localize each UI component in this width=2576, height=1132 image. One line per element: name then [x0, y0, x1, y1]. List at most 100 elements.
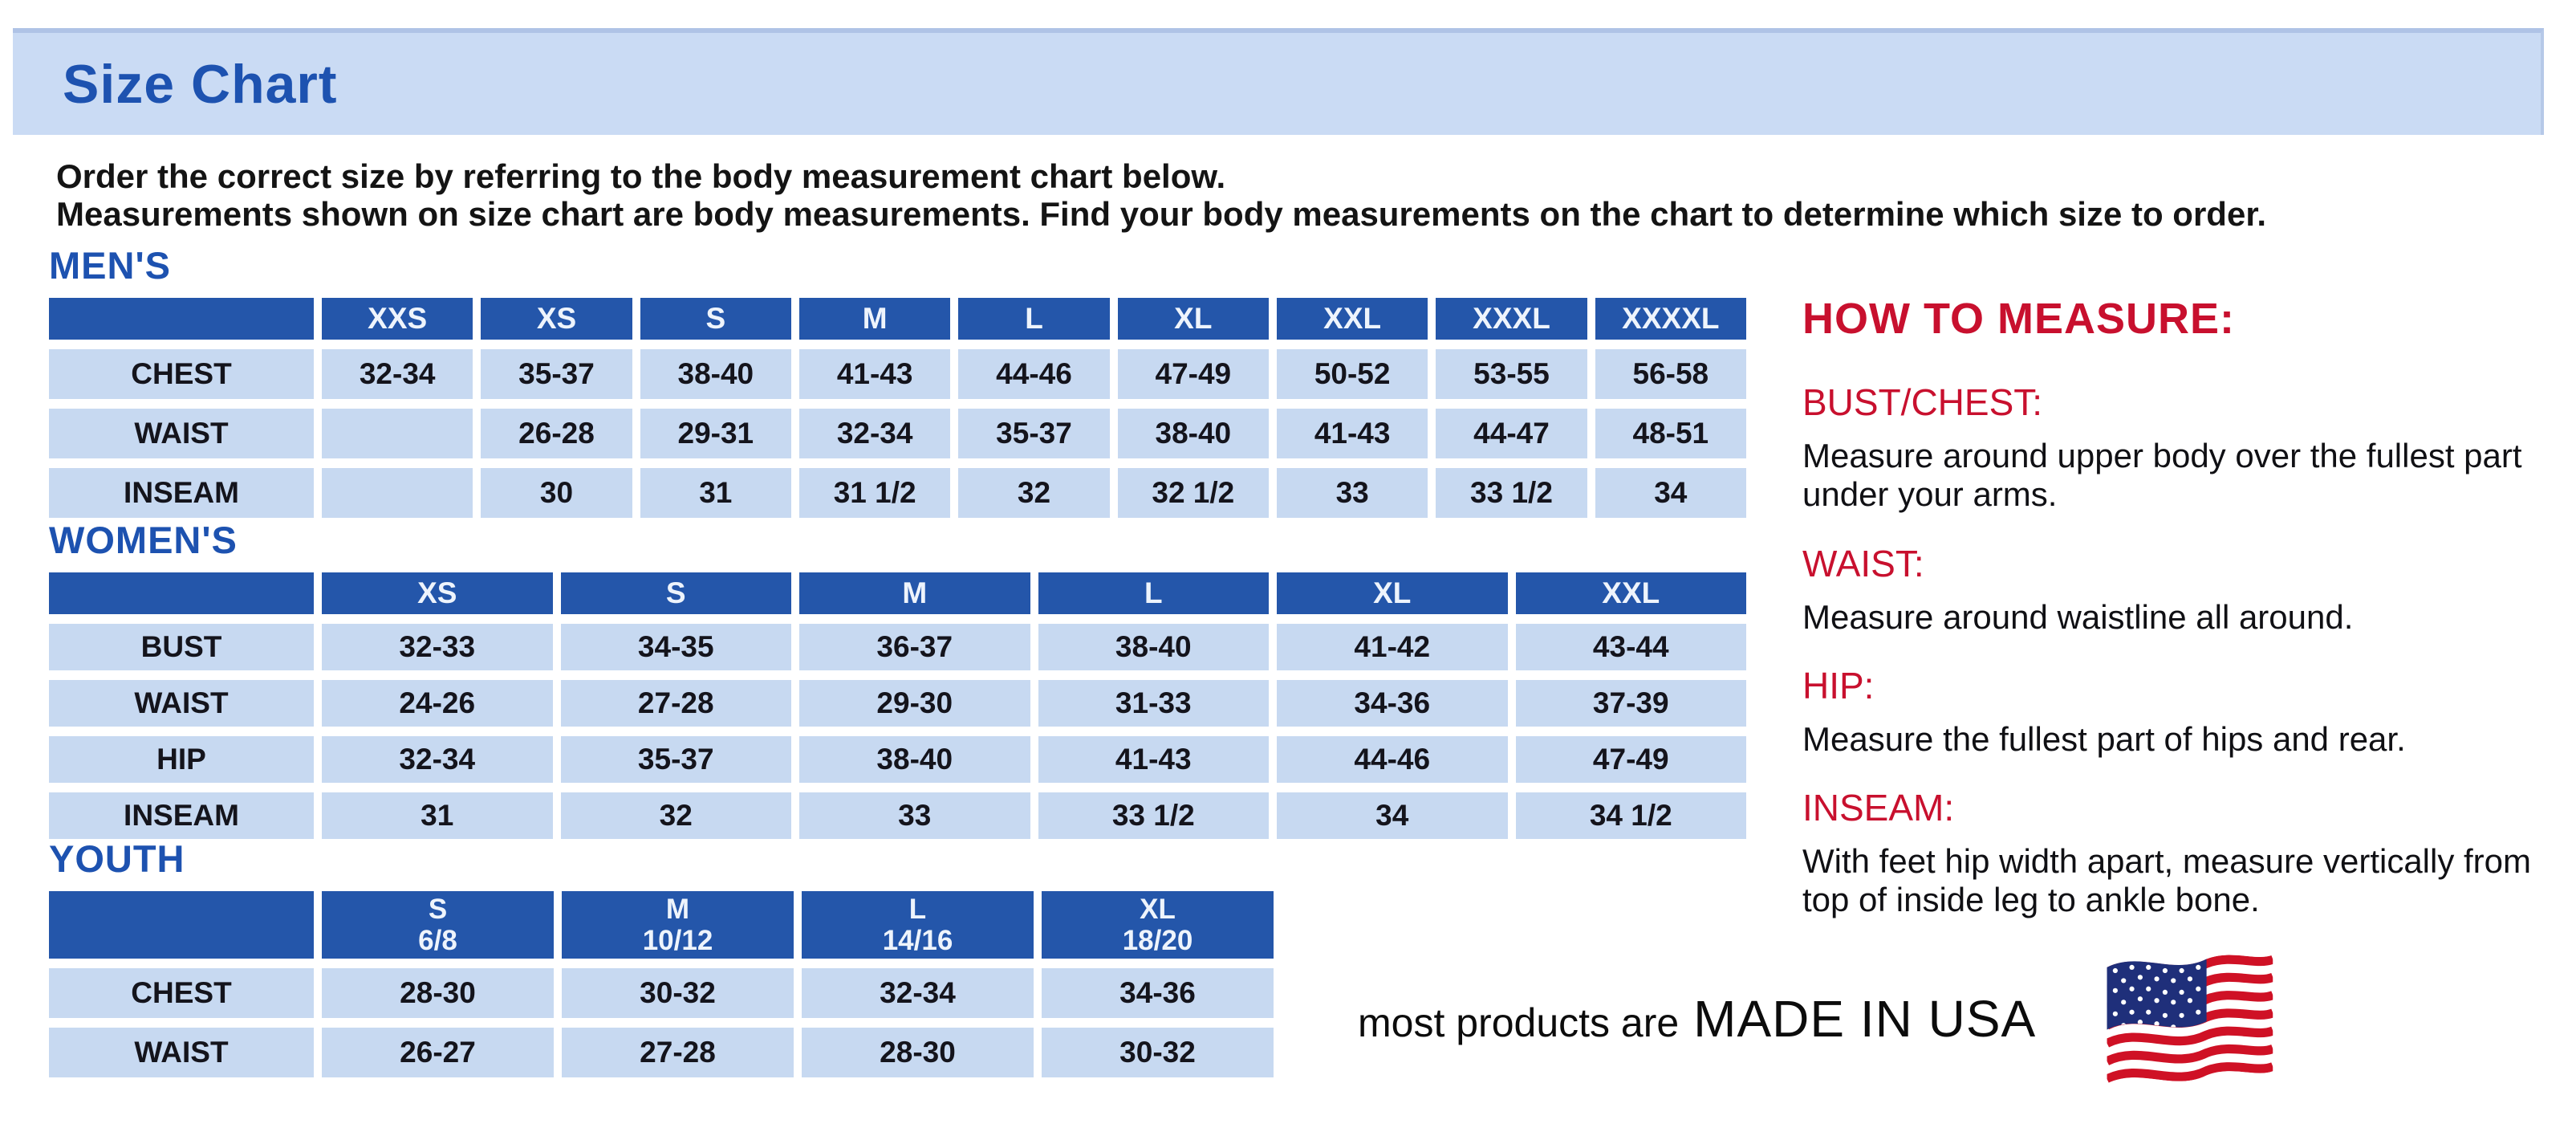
made-in-usa-text: most products are MADE IN USA — [1358, 989, 2036, 1049]
womens-size-table: XS S M L XL XXL BUST 32-33 34-35 36-37 38-40 41-42 4… — [49, 572, 1746, 839]
value-cell: 28-30 — [802, 1028, 1034, 1077]
size-header-cell: XS — [322, 572, 553, 614]
how-to-measure-heading: HOW TO MEASURE: — [1802, 295, 2235, 343]
measure-instruction-text: Measure the fullest part of hips and rea… — [1802, 719, 2406, 758]
value-cell: 32-34 — [798, 409, 951, 458]
value-cell: 32 — [560, 792, 791, 839]
value-cell: 53-55 — [1436, 349, 1587, 399]
value-cell: 35-37 — [481, 349, 632, 399]
value-cell: 31-33 — [1038, 680, 1269, 727]
size-header-cell: S 6/8 — [322, 891, 554, 959]
value-cell: 32 1/2 — [1117, 468, 1269, 518]
size-header-cell: M — [799, 572, 1030, 614]
page-title: Size Chart — [63, 53, 338, 115]
row-label-cell: INSEAM — [49, 792, 314, 839]
size-header-cell: XL — [1117, 298, 1269, 340]
value-cell: 27-28 — [562, 1028, 794, 1077]
value-cell: 34 — [1595, 468, 1746, 518]
value-cell: 33 — [1276, 468, 1428, 518]
youth-size-table: S 6/8 M 10/12 L 14/16 XL 18/20 CHEST 28-30 30-32 32… — [49, 891, 1274, 1077]
table-corner-cell — [49, 891, 314, 959]
value-cell: 44-46 — [958, 349, 1110, 399]
youth-heading: YOUTH — [49, 837, 185, 880]
value-cell: 41-43 — [1276, 409, 1428, 458]
size-header-cell: XL — [1277, 572, 1508, 614]
row-label-cell: WAIST — [49, 1028, 314, 1077]
value-cell: 34-35 — [560, 624, 791, 670]
value-cell: 47-49 — [1117, 349, 1269, 399]
value-cell: 56-58 — [1595, 349, 1746, 399]
value-cell: 31 1/2 — [798, 468, 951, 518]
size-header-cell: M — [798, 298, 951, 340]
value-cell: 48-51 — [1595, 409, 1746, 458]
value-cell: 41-42 — [1277, 624, 1508, 670]
size-header-cell: L — [1038, 572, 1269, 614]
value-cell: 24-26 — [322, 680, 553, 727]
value-cell: 41-43 — [798, 349, 951, 399]
value-cell: 32 — [958, 468, 1110, 518]
value-cell: 30 — [481, 468, 632, 518]
size-header-cell: S — [560, 572, 791, 614]
value-cell: 50-52 — [1276, 349, 1428, 399]
value-cell: 30-32 — [562, 968, 794, 1018]
value-cell: 38-40 — [1117, 409, 1269, 458]
value-cell — [322, 409, 473, 458]
mens-size-table: XXS XS S M L XL XXL XXXL XXXXL CHEST 32-34 35-37 38-… — [49, 298, 1746, 518]
value-cell: 41-43 — [1038, 736, 1269, 783]
value-cell: 38-40 — [1038, 624, 1269, 670]
row-label-cell: BUST — [49, 624, 314, 670]
measure-instruction-text: With feet hip width apart, measure verti… — [1802, 842, 2532, 919]
measure-term-label: BUST/CHEST: — [1802, 381, 2043, 423]
value-cell: 37-39 — [1515, 680, 1746, 727]
value-cell: 32-34 — [322, 349, 473, 399]
row-label-cell: CHEST — [49, 349, 314, 399]
value-cell: 34 — [1277, 792, 1508, 839]
value-cell: 38-40 — [640, 349, 791, 399]
value-cell: 35-37 — [560, 736, 791, 783]
measure-instruction-text: Measure around upper body over the fulle… — [1802, 437, 2522, 514]
womens-heading: WOMEN'S — [49, 519, 238, 561]
measure-term-label: INSEAM: — [1802, 787, 1955, 829]
value-cell: 36-37 — [799, 624, 1030, 670]
value-cell: 26-28 — [481, 409, 632, 458]
value-cell: 28-30 — [322, 968, 554, 1018]
value-cell: 31 — [640, 468, 791, 518]
value-cell: 30-32 — [1042, 1028, 1274, 1077]
value-cell: 44-47 — [1436, 409, 1587, 458]
value-cell: 32-34 — [322, 736, 553, 783]
value-cell: 47-49 — [1515, 736, 1746, 783]
row-label-cell: CHEST — [49, 968, 314, 1018]
value-cell: 34-36 — [1042, 968, 1274, 1018]
value-cell: 33 1/2 — [1436, 468, 1587, 518]
value-cell: 31 — [322, 792, 553, 839]
youth-section: YOUTH S 6/8 M 10/12 L 14/16 XL 18/20 CHEST 28-30 3… — [49, 837, 1274, 1077]
size-header-cell: XXXL — [1436, 298, 1587, 340]
value-cell — [322, 468, 473, 518]
value-cell: 35-37 — [958, 409, 1110, 458]
made-in-usa-footer: most products are MADE IN USA — [1358, 946, 2312, 1092]
size-header-cell: M 10/12 — [562, 891, 794, 959]
value-cell: 29-31 — [640, 409, 791, 458]
value-cell: 44-46 — [1277, 736, 1508, 783]
made-in-usa-prefix: most products are — [1358, 1000, 1680, 1045]
measure-term-label: WAIST: — [1802, 542, 1924, 584]
value-cell: 33 — [799, 792, 1030, 839]
size-header-cell: XXL — [1515, 572, 1746, 614]
value-cell: 27-28 — [560, 680, 791, 727]
value-cell: 34-36 — [1277, 680, 1508, 727]
intro-line-1: Order the correct size by referring to t… — [56, 157, 1226, 195]
womens-section: WOMEN'S XS S M L XL XXL BUST 32-33 34-35 36-37 38-… — [49, 518, 1746, 839]
row-label-cell: WAIST — [49, 680, 314, 727]
size-header-cell: XXS — [322, 298, 473, 340]
how-to-measure-items: BUST/CHEST: Measure around upper body ove… — [1802, 381, 2565, 920]
value-cell: 29-30 — [799, 680, 1030, 727]
mens-section: MEN'S XXS XS S M L XL XXL XXXL XXXXL CHEST 32-34 35… — [49, 243, 1746, 518]
size-header-cell: S — [640, 298, 791, 340]
value-cell: 26-27 — [322, 1028, 554, 1077]
row-label-cell: HIP — [49, 736, 314, 783]
value-cell: 32-33 — [322, 624, 553, 670]
mens-heading: MEN'S — [49, 244, 171, 287]
measure-term-label: HIP: — [1802, 664, 1875, 706]
value-cell: 43-44 — [1515, 624, 1746, 670]
